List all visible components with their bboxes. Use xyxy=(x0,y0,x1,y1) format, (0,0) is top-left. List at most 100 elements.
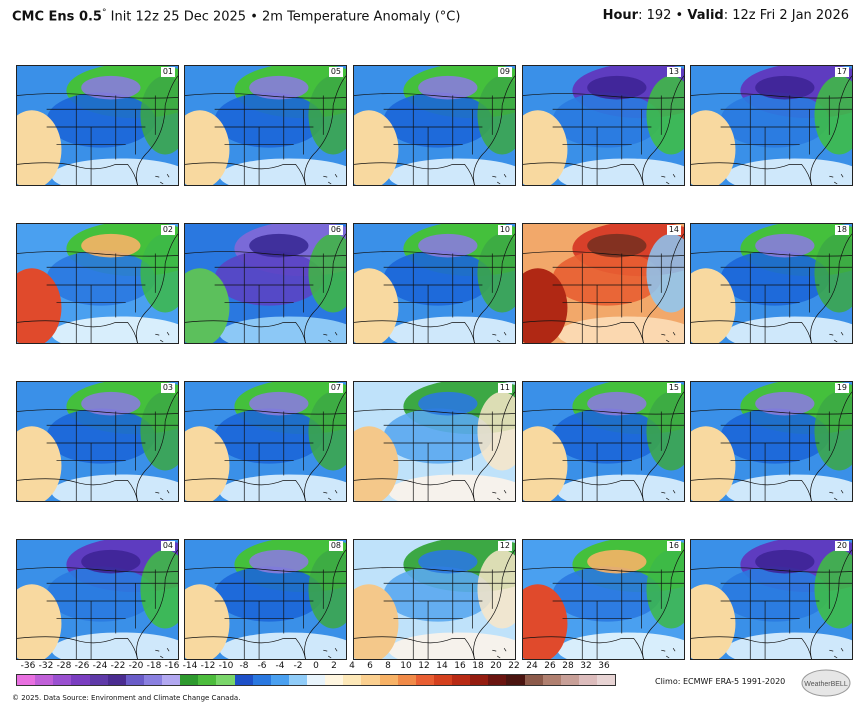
colorbar-swatch xyxy=(307,675,326,685)
valid-value: : 12z Fri 2 Jan 2026 xyxy=(723,8,849,23)
colorbar-tick-label: 0 xyxy=(313,661,319,671)
colorbar-swatch xyxy=(524,675,543,685)
colorbar-swatch xyxy=(542,675,561,685)
model-name: CMC Ens 0.5 xyxy=(12,9,102,25)
anomaly-map xyxy=(354,66,515,185)
member-number: 04 xyxy=(160,541,175,551)
anomaly-map xyxy=(691,66,852,185)
colorbar-tick-label: 28 xyxy=(562,661,574,671)
colorbar-swatch xyxy=(89,675,108,685)
anomaly-map xyxy=(185,224,346,343)
colorbar-tick-label: 16 xyxy=(454,661,466,671)
member-panel: 13 xyxy=(522,65,685,186)
colorbar-swatch xyxy=(361,675,380,685)
member-panel: 14 xyxy=(522,223,685,344)
colorbar-swatch xyxy=(53,675,72,685)
chart-title: CMC Ens 0.5° Init 12z 25 Dec 2025 • 2m T… xyxy=(12,8,460,24)
anomaly-map xyxy=(185,540,346,659)
member-panel: 05 xyxy=(184,65,347,186)
colorbar-swatch xyxy=(125,675,144,685)
colorbar-swatch xyxy=(162,675,181,685)
anomaly-map xyxy=(523,382,684,501)
member-number: 08 xyxy=(328,541,343,551)
member-panel: 15 xyxy=(522,381,685,502)
colorbar-tick-label: -4 xyxy=(275,661,285,671)
member-number: 14 xyxy=(666,225,681,235)
anomaly-map xyxy=(354,540,515,659)
member-panel: 01 xyxy=(16,65,179,186)
member-number: 15 xyxy=(666,383,681,393)
member-panel: 12 xyxy=(353,539,516,660)
anomaly-map xyxy=(354,382,515,501)
colorbar-swatch xyxy=(433,675,452,685)
colorbar-swatch xyxy=(560,675,579,685)
colorbar-tick-label: 18 xyxy=(472,661,484,671)
member-panel: 04 xyxy=(16,539,179,660)
colorbar-swatch xyxy=(415,675,434,685)
member-number: 17 xyxy=(834,67,849,77)
colorbar-swatch xyxy=(71,675,90,685)
anomaly-map xyxy=(17,382,178,501)
hour-label: Hour xyxy=(602,8,639,23)
member-number: 18 xyxy=(834,225,849,235)
colorbar-ticks: -36 -32 -28 -26 -24 -22 -20 -18 -16 -14 -12 -10 -8 -6… xyxy=(16,661,616,673)
colorbar-swatch xyxy=(452,675,471,685)
member-panel: 02 xyxy=(16,223,179,344)
colorbar-tick-label: 36 xyxy=(598,661,610,671)
climo-note: Climo: ECMWF ERA-5 1991-2020 xyxy=(655,677,786,686)
member-panel: 08 xyxy=(184,539,347,660)
colorbar-tick-label: -32 xyxy=(38,661,54,671)
anomaly-map xyxy=(354,224,515,343)
weatherbell-logo-icon: WeatherBELL xyxy=(801,669,851,697)
colorbar-tick-label: -8 xyxy=(239,661,249,671)
member-panel: 18 xyxy=(690,223,853,344)
colorbar-tick-label: -28 xyxy=(56,661,72,671)
colorbar-swatch xyxy=(17,675,36,685)
member-number: 16 xyxy=(666,541,681,551)
anomaly-map xyxy=(17,66,178,185)
member-panel: 10 xyxy=(353,223,516,344)
colorbar-swatch xyxy=(397,675,416,685)
member-panel: 20 xyxy=(690,539,853,660)
colorbar-tick-label: 4 xyxy=(349,661,355,671)
colorbar-swatch xyxy=(216,675,235,685)
logo-text: WeatherBELL xyxy=(804,681,848,688)
member-panel: 09 xyxy=(353,65,516,186)
colorbar-swatch xyxy=(288,675,307,685)
colorbar-swatch xyxy=(325,675,344,685)
colorbar-tick-label: 6 xyxy=(367,661,373,671)
colorbar-swatch xyxy=(143,675,162,685)
data-source-footer: © 2025. Data Source: Environment and Cli… xyxy=(12,694,241,702)
colorbar-tick-label: -36 xyxy=(20,661,36,671)
anomaly-map xyxy=(185,382,346,501)
init-text: Init 12z 25 Dec 2025 • 2m Temperature An… xyxy=(106,9,461,25)
colorbar-swatch xyxy=(234,675,253,685)
anomaly-map xyxy=(17,540,178,659)
member-number: 13 xyxy=(666,67,681,77)
member-number: 02 xyxy=(160,225,175,235)
valid-time: Hour: 192 • Valid: 12z Fri 2 Jan 2026 xyxy=(603,8,849,23)
colorbar-tick-label: 24 xyxy=(526,661,538,671)
colorbar-swatch xyxy=(180,675,199,685)
colorbar-tick-label: -16 xyxy=(164,661,180,671)
colorbar-swatch xyxy=(470,675,489,685)
colorbar-tick-label: 8 xyxy=(385,661,391,671)
colorbar-swatch xyxy=(252,675,271,685)
colorbar-tick-label: -6 xyxy=(257,661,267,671)
member-panel: 16 xyxy=(522,539,685,660)
member-number: 20 xyxy=(834,541,849,551)
hour-value: : 192 • xyxy=(638,8,688,23)
colorbar-tick-label: 10 xyxy=(400,661,412,671)
anomaly-map xyxy=(523,224,684,343)
member-number: 01 xyxy=(160,67,175,77)
member-panel: 17 xyxy=(690,65,853,186)
colorbar-tick-label: -18 xyxy=(146,661,162,671)
member-number: 06 xyxy=(328,225,343,235)
colorbar-tick-label: -14 xyxy=(182,661,198,671)
member-number: 07 xyxy=(328,383,343,393)
colorbar-swatch xyxy=(35,675,54,685)
colorbar-tick-label: 14 xyxy=(436,661,448,671)
colorbar xyxy=(16,674,616,686)
valid-label: Valid xyxy=(687,8,724,23)
colorbar-tick-label: 2 xyxy=(331,661,337,671)
